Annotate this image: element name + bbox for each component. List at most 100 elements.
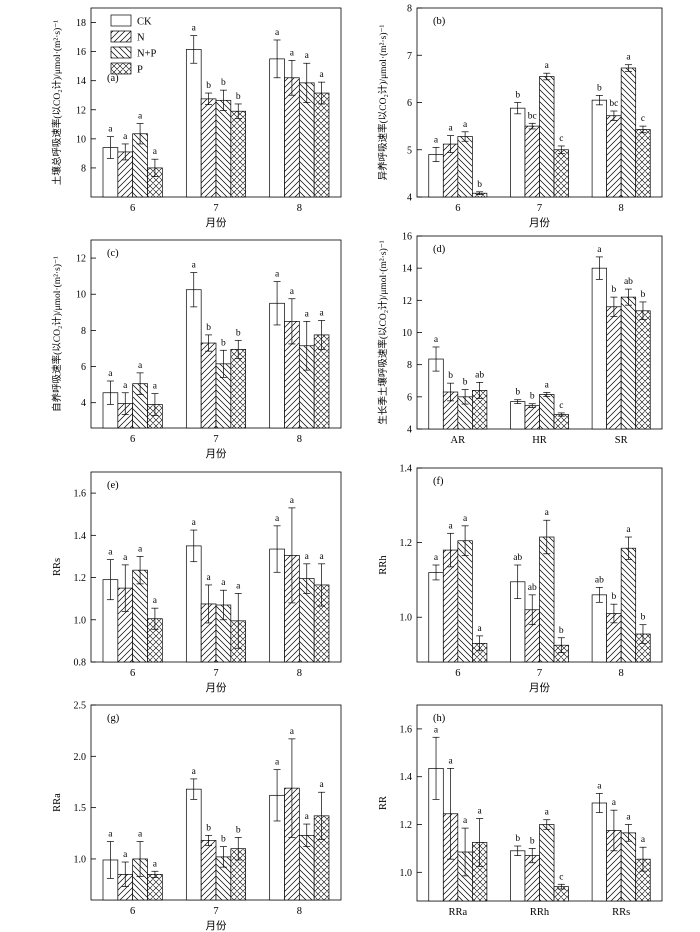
panel-d: 4 6 8 10 12 14 16 生长季土壤呼吸速率(以CO₂计)/μmol·(m²·s)⁻… bbox=[377, 232, 663, 446]
significance-label: a bbox=[545, 508, 550, 518]
significance-label: a bbox=[319, 308, 324, 318]
significance-label: b bbox=[612, 285, 617, 295]
significance-label: a bbox=[138, 830, 143, 840]
significance-label: a bbox=[192, 261, 197, 271]
significance-label: b bbox=[612, 592, 617, 602]
x-tick-label: SR bbox=[615, 435, 628, 446]
significance-label: c bbox=[559, 872, 563, 882]
bar-ck bbox=[428, 572, 444, 663]
significance-label: a bbox=[305, 552, 310, 562]
panel-label: (g) bbox=[107, 713, 120, 724]
significance-label: ab bbox=[528, 583, 537, 593]
significance-label: b bbox=[515, 834, 520, 844]
panel-c: 4681012自养呼吸速率(以CO₂计)/μmol·(m²·s)⁻¹(c)6aa… bbox=[51, 239, 342, 460]
y-tick-label: 0.8 bbox=[74, 658, 87, 669]
bar-p bbox=[635, 310, 651, 430]
y-tick-label: 1.2 bbox=[400, 538, 413, 549]
significance-label: a bbox=[153, 859, 158, 869]
y-tick-label: 6 bbox=[407, 392, 412, 403]
bar-p bbox=[635, 129, 651, 198]
significance-label: b bbox=[530, 836, 535, 846]
significance-label: a bbox=[192, 24, 197, 34]
y-tick-label: 14 bbox=[402, 264, 412, 275]
significance-label: a bbox=[123, 132, 128, 142]
x-tick-label: 7 bbox=[213, 434, 218, 445]
bar-npp bbox=[539, 76, 555, 198]
y-tick-label: 6 bbox=[81, 362, 86, 373]
bar-p bbox=[230, 110, 247, 198]
significance-label: ab bbox=[624, 277, 633, 287]
significance-label: b bbox=[206, 81, 211, 91]
bar-p bbox=[313, 92, 330, 198]
y-axis-label: RRh bbox=[378, 555, 389, 575]
significance-label: a bbox=[597, 245, 602, 255]
y-tick-label: 2.5 bbox=[74, 701, 87, 712]
bar-npp bbox=[539, 394, 555, 430]
bar-n bbox=[524, 405, 540, 430]
bar-ck bbox=[269, 58, 285, 198]
bar-npp bbox=[620, 832, 637, 902]
significance-label: a bbox=[123, 850, 128, 860]
x-tick-label: 6 bbox=[130, 434, 135, 445]
significance-label: a bbox=[290, 727, 295, 737]
significance-label: a bbox=[221, 578, 226, 588]
y-tick-label: 1.0 bbox=[74, 854, 87, 865]
bar-n bbox=[284, 77, 300, 198]
bar-ck bbox=[510, 401, 526, 430]
x-tick-label: 8 bbox=[297, 203, 302, 214]
y-tick-label: 1.6 bbox=[400, 724, 413, 735]
chart-legend: CK N N+P P bbox=[110, 14, 157, 76]
x-tick-label: RRs bbox=[612, 907, 630, 918]
y-tick-label: 4 bbox=[407, 193, 412, 204]
significance-label: a bbox=[463, 514, 468, 524]
legend-label: N+P bbox=[137, 49, 157, 60]
significance-label: b bbox=[463, 378, 468, 388]
y-tick-label: 10 bbox=[76, 290, 86, 301]
significance-label: a bbox=[108, 125, 113, 135]
x-axis-label: 月份 bbox=[206, 682, 227, 694]
significance-label: a bbox=[305, 51, 310, 61]
bar-npp bbox=[457, 136, 473, 198]
bar-n bbox=[606, 306, 622, 430]
y-axis-label: RRs bbox=[52, 558, 63, 576]
y-tick-label: 12 bbox=[76, 105, 86, 116]
significance-label: a bbox=[275, 28, 280, 38]
x-tick-label: 7 bbox=[537, 668, 542, 679]
significance-label: c bbox=[641, 114, 645, 124]
legend-label: N bbox=[137, 33, 145, 44]
significance-label: a bbox=[612, 798, 617, 808]
significance-label: a bbox=[545, 808, 550, 818]
x-tick-label: 8 bbox=[297, 906, 302, 917]
bar-n bbox=[200, 342, 217, 429]
significance-label: a bbox=[478, 624, 483, 634]
x-tick-label: 7 bbox=[213, 906, 218, 917]
bar-ck bbox=[591, 267, 607, 430]
significance-label: b bbox=[206, 323, 211, 333]
bar-n bbox=[200, 98, 217, 198]
significance-label: a bbox=[626, 53, 631, 63]
significance-label: b bbox=[221, 338, 226, 348]
bar-ck bbox=[185, 49, 202, 198]
y-tick-label: 1.5 bbox=[74, 803, 87, 814]
x-tick-label: 6 bbox=[455, 668, 460, 679]
significance-label: b bbox=[530, 392, 535, 402]
y-tick-label: 4 bbox=[407, 425, 412, 436]
x-tick-label: RRa bbox=[448, 907, 467, 918]
legend-label: CK bbox=[137, 17, 152, 28]
y-tick-label: 8 bbox=[407, 360, 412, 371]
significance-label: a bbox=[153, 596, 158, 606]
significance-label: a bbox=[206, 573, 211, 583]
y-axis-label: RR bbox=[378, 796, 389, 810]
y-tick-label: 4 bbox=[81, 398, 86, 409]
significance-label: a bbox=[545, 61, 550, 71]
significance-label: a bbox=[319, 780, 324, 790]
y-tick-label: 12 bbox=[76, 254, 86, 265]
legend-swatch bbox=[110, 46, 132, 59]
significance-label: a bbox=[434, 725, 439, 735]
significance-label: bc bbox=[528, 111, 537, 121]
significance-label: a bbox=[641, 835, 646, 845]
panel-label: (b) bbox=[433, 16, 446, 27]
y-tick-label: 8 bbox=[81, 326, 86, 337]
x-tick-label: AR bbox=[451, 435, 466, 446]
y-tick-label: 7 bbox=[407, 51, 412, 62]
